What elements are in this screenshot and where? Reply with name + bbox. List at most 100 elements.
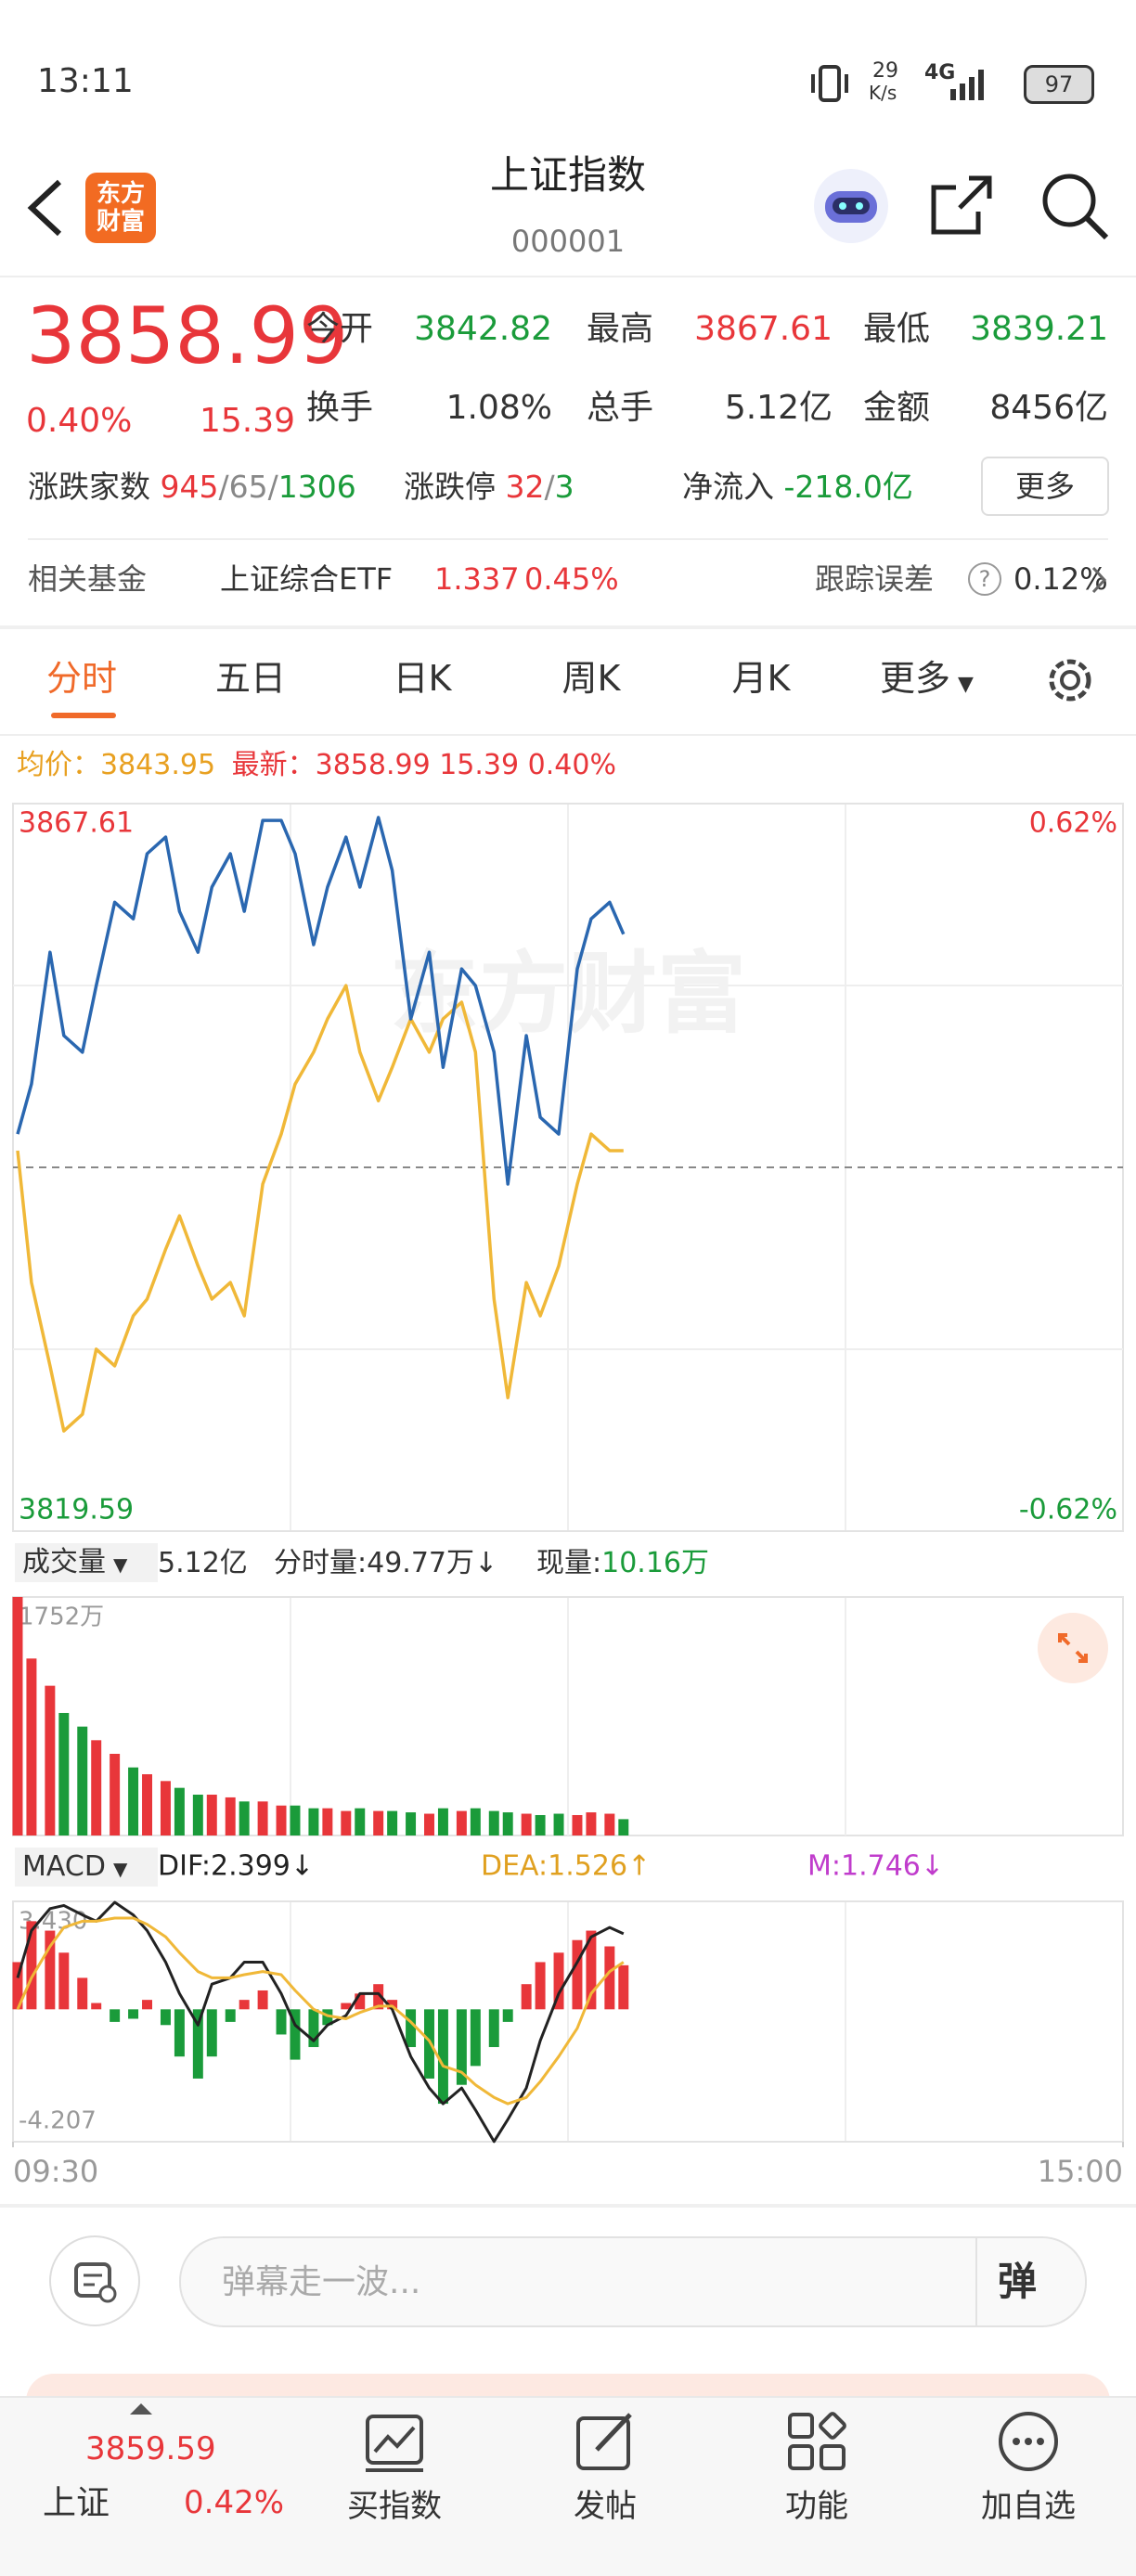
- macd-bar: [322, 2009, 333, 2026]
- status-time: 13:11: [37, 62, 134, 100]
- latest-value: 3858.99: [315, 749, 431, 781]
- macd-bar: [192, 2009, 203, 2079]
- section-gap: [0, 2204, 1136, 2208]
- assistant-button[interactable]: [809, 167, 893, 245]
- volume-bar: [535, 1814, 546, 1835]
- more-button[interactable]: 更多: [981, 457, 1109, 516]
- y-tick-label: 3819.59: [19, 1494, 134, 1526]
- comment-placeholder: 弹幕走一波...: [222, 2263, 421, 2301]
- y-tick-label: 1752万: [19, 1604, 104, 1631]
- stat-value: 5.12亿: [724, 389, 833, 427]
- fund-name[interactable]: 上证综合ETF: [220, 561, 394, 597]
- macd-bar: [257, 1990, 268, 2010]
- y2-tick-label: -0.62%: [1019, 1494, 1117, 1526]
- volume-total: 5.12亿: [158, 1547, 248, 1579]
- caret: [130, 2403, 152, 2415]
- logo-line: 东方: [96, 180, 145, 208]
- stat-value: 3842.82: [414, 310, 552, 348]
- breadth-down: 1306: [278, 469, 356, 505]
- danmaku-button[interactable]: 弹: [998, 2259, 1038, 2304]
- series-line: [16, 816, 626, 1186]
- nav-icon: [366, 2415, 423, 2472]
- macd-bar: [586, 1930, 597, 2010]
- volume-bar: [174, 1787, 185, 1835]
- volume-bar: [58, 1712, 70, 1835]
- volume-bar: [290, 1805, 301, 1835]
- change-pct: 0.40%: [26, 402, 133, 440]
- volume-bar: [160, 1781, 171, 1835]
- macd-bar: [12, 1962, 23, 2010]
- stat-value: 1.08%: [445, 389, 552, 427]
- tab-underline: [51, 713, 116, 718]
- help-icon[interactable]: ?: [968, 562, 1001, 596]
- macd-title: MACD: [22, 1850, 106, 1883]
- x-tick-label: 09:30: [13, 2154, 98, 2189]
- volume-bar: [618, 1819, 629, 1835]
- comment-settings[interactable]: [48, 2235, 141, 2327]
- volume-bar: [276, 1805, 287, 1835]
- search-button[interactable]: [1038, 169, 1112, 243]
- nav-item[interactable]: 加自选: [981, 2488, 1076, 2525]
- share-button[interactable]: [926, 171, 997, 241]
- macd-bar: [206, 2009, 217, 2057]
- volume-bar: [341, 1810, 352, 1835]
- index-pct[interactable]: 0.42%: [184, 2484, 285, 2521]
- tab[interactable]: 周K: [562, 658, 621, 699]
- macd-bar: [341, 2003, 352, 2010]
- net-speed-unit: K/s: [869, 82, 897, 104]
- tab-active[interactable]: 分时: [45, 658, 117, 699]
- index-name[interactable]: 上证: [43, 2484, 110, 2522]
- macd-bar: [406, 2009, 417, 2048]
- back-button[interactable]: [24, 178, 65, 238]
- volume-bar: [437, 1808, 448, 1835]
- macd-bar: [387, 2000, 398, 2010]
- macd-bar: [77, 1977, 88, 2010]
- volume-bar: [110, 1753, 121, 1835]
- volume-bar: [26, 1658, 37, 1835]
- breadth-label: 涨跌家数: [28, 469, 150, 505]
- volume-bar: [456, 1810, 467, 1835]
- indicator-select[interactable]: MACD ▼: [15, 1848, 158, 1887]
- settings-button[interactable]: [1041, 651, 1099, 709]
- macd-bar: [128, 2009, 139, 2019]
- volume-bar: [308, 1808, 319, 1835]
- page-title: 上证指数: [489, 152, 646, 198]
- tab[interactable]: 五日: [214, 658, 286, 699]
- macd-bar: [110, 2009, 121, 2022]
- volume-bar: [192, 1794, 203, 1835]
- app-logo[interactable]: 东方 财富: [85, 173, 156, 243]
- y-tick-label: 3867.61: [19, 807, 134, 840]
- comment-input[interactable]: 弹幕走一波... 弹: [179, 2236, 1087, 2327]
- tab[interactable]: 日K: [393, 658, 452, 699]
- volume-bar: [470, 1808, 481, 1835]
- stat-label: 总手: [587, 389, 654, 427]
- indicator-select[interactable]: 成交量 ▼: [15, 1543, 158, 1582]
- tab[interactable]: 月K: [731, 658, 791, 699]
- nav-item[interactable]: 买指数: [347, 2488, 442, 2525]
- net-inflow-value: -218.0亿: [783, 469, 913, 505]
- breadth-row: 涨跌家数 945/65/1306: [28, 469, 356, 505]
- volume-bar: [488, 1810, 499, 1835]
- nav-item[interactable]: 功能: [785, 2488, 848, 2525]
- network-type: 4G: [924, 61, 956, 84]
- volume-bar: [225, 1797, 236, 1835]
- macd-bar: [424, 2009, 434, 2079]
- volume-bar: [424, 1813, 434, 1835]
- volume-bar: [45, 1685, 56, 1835]
- tab-more[interactable]: 更多 ▼: [880, 658, 974, 699]
- avg-value: 3843.95: [100, 749, 216, 781]
- nav-item[interactable]: 发帖: [574, 2488, 637, 2525]
- volume-bar: [604, 1813, 615, 1835]
- indicator-value: DIF:2.399↓: [158, 1850, 314, 1883]
- y2-tick-label: 0.62%: [1029, 807, 1117, 840]
- index-price[interactable]: 3859.59: [85, 2430, 216, 2467]
- section-gap: [0, 625, 1136, 629]
- nav-icon: [576, 2413, 632, 2470]
- indicator-value: M:1.746↓: [807, 1850, 944, 1883]
- current-volume: 现量:10.16万: [536, 1550, 709, 1578]
- stat-label: 最低: [863, 310, 931, 348]
- expand-button[interactable]: [1036, 1611, 1110, 1685]
- avg-label: 均价：: [17, 749, 100, 781]
- vibrate-icon: [811, 65, 848, 102]
- fund-change: 0.45%: [524, 561, 619, 597]
